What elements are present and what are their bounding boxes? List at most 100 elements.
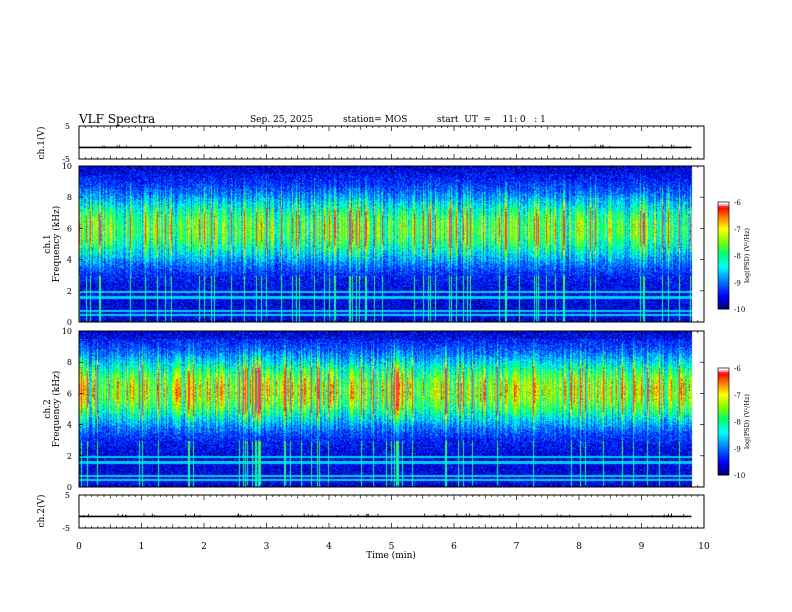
colorbar-swatch [718, 259, 729, 262]
ch2-colorbar: -6 -7 -8 -9 -10 log(PSD) (V²/Hz) [717, 365, 751, 480]
colorbar-tick-label: -6 [734, 199, 741, 207]
colorbar-swatch [718, 392, 729, 396]
colorbar-swatch [718, 394, 729, 398]
colorbar-swatch [718, 214, 729, 217]
colorbar-swatch [718, 246, 729, 249]
colorbar-swatch [718, 368, 729, 371]
colorbar-swatch [718, 264, 729, 267]
colorbar-tick-label: -6 [734, 365, 741, 373]
ch1-spectrogram-ylabel-unit: Frequency (kHz) [51, 206, 62, 283]
colorbar-swatch [718, 373, 729, 376]
colorbar-swatch [718, 389, 729, 392]
colorbar-swatch [718, 409, 729, 412]
colorbar-label: log(PSD) (V²/Hz) [743, 228, 751, 283]
frequency-tick-label: 2 [67, 287, 72, 296]
colorbar-swatch [718, 376, 729, 380]
frequency-tick-label: 8 [67, 358, 72, 367]
colorbar-swatch [718, 444, 729, 447]
figure-title: VLF Spectra [79, 112, 156, 126]
colorbar-swatch [718, 400, 729, 403]
colorbar-swatch [718, 405, 729, 408]
colorbar-swatch [718, 251, 729, 255]
colorbar-swatch [718, 414, 729, 417]
colorbar-swatch [718, 396, 729, 399]
ch2-spectrogram-ylabel-unit: Frequency (kHz) [51, 371, 62, 448]
colorbar-swatch [718, 441, 729, 444]
colorbar-swatch [718, 469, 729, 472]
colorbar-swatch [718, 203, 729, 207]
frequency-tick-label: 2 [67, 452, 72, 461]
station-label: station= MOS [343, 115, 408, 125]
colorbar-swatch [718, 416, 729, 419]
colorbar-swatch [718, 282, 729, 285]
colorbar-swatch [718, 234, 729, 237]
colorbar-swatch [718, 407, 729, 410]
colorbar-swatch [718, 223, 729, 226]
colorbar-swatch [718, 230, 729, 233]
time-tick-label: 10 [698, 542, 710, 552]
colorbar-swatch [718, 455, 729, 458]
colorbar-swatch [718, 378, 729, 381]
start-time-label: start UT = 11: 0 : 1 [437, 115, 546, 125]
time-tick-label: 8 [576, 542, 582, 552]
colorbar-swatch [718, 384, 729, 387]
ch1-spectrogram-ylabel-channel: ch.1 [43, 234, 53, 253]
colorbar-swatch [718, 267, 729, 271]
colorbar-swatch [718, 458, 729, 462]
colorbar-swatch [718, 266, 729, 269]
colorbar-swatch [718, 271, 729, 274]
colorbar-swatch [718, 473, 729, 476]
colorbar-swatch [718, 243, 729, 246]
colorbar-swatch [718, 450, 729, 453]
colorbar-label: log(PSD) (V²/Hz) [743, 394, 751, 449]
colorbar-swatch [718, 205, 729, 208]
colorbar-swatch [718, 391, 729, 394]
colorbar-swatch [718, 426, 729, 430]
voltage-tick-label: -5 [62, 155, 70, 164]
time-tick-label: 3 [264, 542, 270, 552]
colorbar-swatch [718, 428, 729, 431]
colorbar-swatch [718, 437, 729, 440]
colorbar-swatch [718, 212, 729, 215]
colorbar-swatch [718, 457, 729, 460]
time-tick-label: 0 [76, 542, 82, 552]
colorbar-swatch [718, 253, 729, 256]
colorbar-swatch [718, 209, 729, 212]
colorbar-swatch [718, 250, 729, 253]
colorbar-swatch [718, 232, 729, 235]
colorbar-swatch [718, 380, 729, 383]
colorbar-swatch [718, 433, 729, 437]
time-tick-label: 4 [326, 542, 332, 552]
colorbar-swatch [718, 423, 729, 426]
colorbar-swatch [718, 446, 729, 449]
colorbar-swatch [718, 410, 729, 414]
colorbar-tick-label: -9 [734, 279, 741, 287]
colorbar-swatch [718, 221, 729, 224]
ch2-spectrogram-panel: 0 2 4 6 8 10 ch.2 Frequency (kHz) [43, 327, 705, 492]
colorbar-swatch [718, 269, 729, 273]
colorbar-tick-label: -8 [734, 419, 741, 427]
colorbar-swatch [718, 219, 729, 223]
colorbar-swatch [718, 439, 729, 442]
frequency-tick-label: 10 [62, 162, 72, 171]
time-tick-label: 7 [514, 542, 520, 552]
date-label: Sep. 25, 2025 [250, 115, 314, 125]
colorbar-swatch [718, 235, 729, 239]
colorbar-swatch [718, 202, 729, 205]
colorbar-swatch [718, 248, 729, 251]
colorbar-swatch [718, 285, 729, 289]
colorbar-tick-label: -10 [734, 472, 745, 480]
ch1-spectrogram-image [79, 166, 704, 322]
colorbar-swatch [718, 451, 729, 455]
colorbar-swatch [718, 260, 729, 264]
colorbar-swatch [718, 287, 729, 290]
colorbar-tick-label: -7 [734, 226, 741, 234]
colorbar-tick-label: -10 [734, 306, 745, 314]
colorbar-swatch [718, 218, 729, 221]
colorbar-swatch [718, 382, 729, 385]
colorbar-swatch [718, 275, 729, 278]
ch2-spectrogram-ylabel-channel: ch.2 [43, 399, 53, 418]
colorbar-tick-label: -7 [734, 392, 741, 400]
colorbar-swatch [718, 237, 729, 240]
